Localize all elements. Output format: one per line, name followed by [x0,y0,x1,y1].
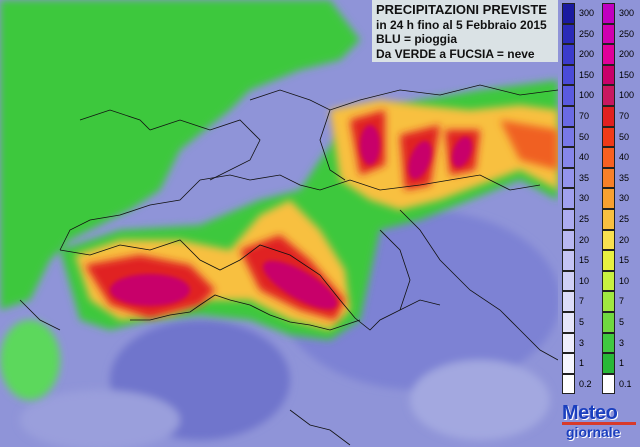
legend-label: 35 [579,172,590,183]
legend-label: 3 [579,337,585,348]
legend-label: 100 [619,90,635,101]
legend-label: 15 [579,255,590,266]
logo-line-1: Meteo [562,402,618,424]
legend-swatch [602,312,615,333]
legend-label: 25 [619,214,630,224]
legend-label: 200 [579,49,595,60]
legend-swatch [602,353,615,374]
legend-swatch [602,126,615,148]
legend-label: 0.2 [579,378,592,389]
legend-swatch [602,167,615,189]
legend-swatch [602,64,615,86]
legend-swatch [602,291,615,312]
legend-rain-scale: 300 250 200 150 100 70 50 40 35 30 25 20 15 10 7 5 3 1 0.1 [598,3,640,398]
legend-swatch [602,332,615,354]
legend-label: 5 [619,317,625,327]
legend-label: 1 [579,358,585,369]
title-line-3: BLU = pioggia [376,32,457,46]
legend-swatch [562,250,575,271]
legend-label: 5 [579,317,585,327]
legend-swatch [602,106,615,127]
title-line-2: in 24 h fino al 5 Febbraio 2015 [376,17,547,32]
legend-label: 7 [579,296,585,307]
legend-snow-scale: 300 250 200 150 100 70 50 40 35 30 25 20 15 10 7 5 3 1 0.2 [558,3,598,398]
legend-label: 20 [579,234,590,245]
meteogiornale-logo: Meteo giornale [562,402,640,447]
legend-swatch [602,188,615,209]
legend-swatch [562,209,575,230]
legend-swatch [602,3,615,24]
legend-swatch [562,85,575,106]
legend-label: 300 [579,8,595,18]
legend-swatch [602,270,615,292]
legend-label: 40 [579,152,590,163]
snow-area-max [110,125,473,310]
legend-swatch [602,23,615,45]
legend-label: 30 [579,193,590,204]
logo-line-2: giornale [566,424,621,440]
legend-label: 100 [579,90,595,101]
legend-swatch [562,312,575,333]
legend-swatch [562,291,575,312]
legend-label: 30 [619,193,630,204]
legend-swatch [602,229,615,251]
legend-swatch [562,106,575,127]
legend-swatch [562,3,575,24]
legend-swatch [562,23,575,45]
legend-swatch [602,209,615,230]
legend-swatch [562,167,575,189]
legend-label: 1 [619,358,625,369]
legend-label: 0.1 [619,378,632,389]
legend-swatch [562,44,575,65]
legend-label: 50 [579,131,590,142]
precipitation-map [0,0,558,447]
legend-label: 35 [619,172,630,183]
legend-swatch [602,373,615,395]
legend-swatch [562,188,575,209]
legend-swatch [562,126,575,148]
map-title-box: PRECIPITAZIONI PREVISTE in 24 h fino al … [372,0,558,62]
legend-label: 10 [579,275,590,286]
legend-label: 70 [579,111,590,121]
legend-label: 150 [579,69,595,80]
legend-label: 40 [619,152,630,163]
legend-label: 250 [579,28,595,39]
legend-swatch [562,332,575,354]
legend-swatch [562,373,575,395]
legend-swatch [602,44,615,65]
legend-label: 250 [619,28,635,39]
title-line-1: PRECIPITAZIONI PREVISTE [376,2,547,17]
legend-label: 10 [619,275,630,286]
legend-label: 25 [579,214,590,224]
legend-label: 150 [619,69,635,80]
legend-label: 20 [619,234,630,245]
legend-swatch [562,147,575,168]
legend-label: 300 [619,8,635,18]
legend-label: 200 [619,49,635,60]
legend-swatch [562,229,575,251]
legend-label: 3 [619,337,625,348]
legend-swatch [562,64,575,86]
legend-swatch [562,270,575,292]
legend-label: 70 [619,111,630,121]
boundary-lines [19,84,558,446]
legend-swatch [602,147,615,168]
legend-label: 50 [619,131,630,142]
legend-label: 15 [619,255,630,266]
title-line-4: Da VERDE a FUCSIA = neve [376,46,535,61]
legend-swatch [602,250,615,271]
legend-label: 7 [619,296,625,307]
legend-swatch [562,353,575,374]
logo-bar [562,422,636,425]
legend-swatch [602,85,615,106]
